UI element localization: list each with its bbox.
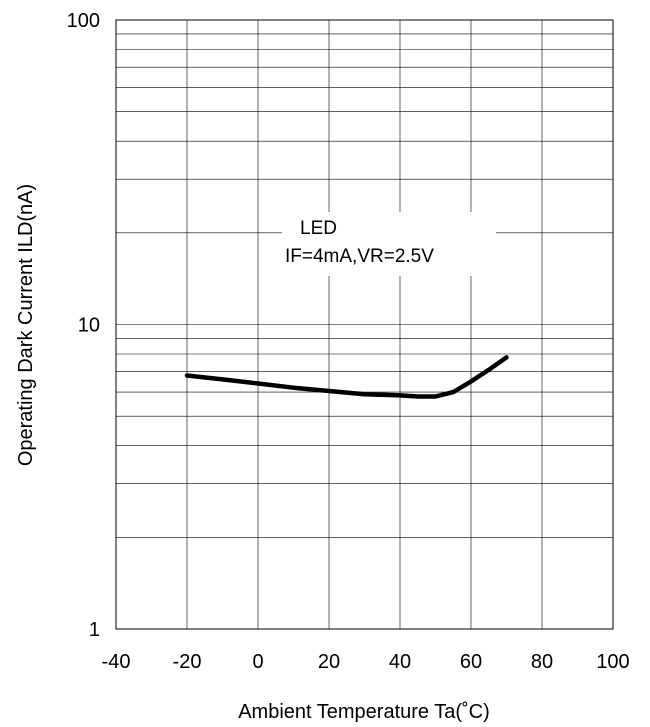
x-tick-label: 100	[596, 651, 629, 673]
series-line	[184, 355, 509, 399]
y-tick-labels: 1 10 100	[67, 10, 100, 641]
y-axis-title: Operating Dark Current ILD(nA)	[15, 184, 37, 466]
y-tick-label: 1	[89, 619, 100, 641]
x-tick-label: 0	[252, 651, 263, 673]
annotation-line-2: IF=4mA,VR=2.5V	[285, 246, 434, 267]
x-tick-labels: -40 -20 0 20 40 60 80 100	[102, 651, 630, 673]
grid-lines	[116, 20, 613, 629]
series-group	[184, 355, 509, 399]
annotation-line-1: LED	[300, 218, 337, 239]
x-tick-label: 20	[318, 651, 340, 673]
annotation-box: LED IF=4mA,VR=2.5V	[282, 212, 496, 276]
x-tick-label: -20	[173, 651, 202, 673]
x-tick-label: -40	[102, 651, 131, 673]
x-tick-label: 60	[460, 651, 482, 673]
x-tick-label: 80	[531, 651, 553, 673]
y-tick-label: 100	[67, 10, 100, 32]
x-axis-title: Ambient Temperature Ta(˚C)	[238, 701, 490, 723]
y-tick-label: 10	[78, 315, 100, 337]
x-tick-label: 40	[389, 651, 411, 673]
plot-frame	[115, 19, 614, 630]
annotation-background	[282, 212, 496, 276]
